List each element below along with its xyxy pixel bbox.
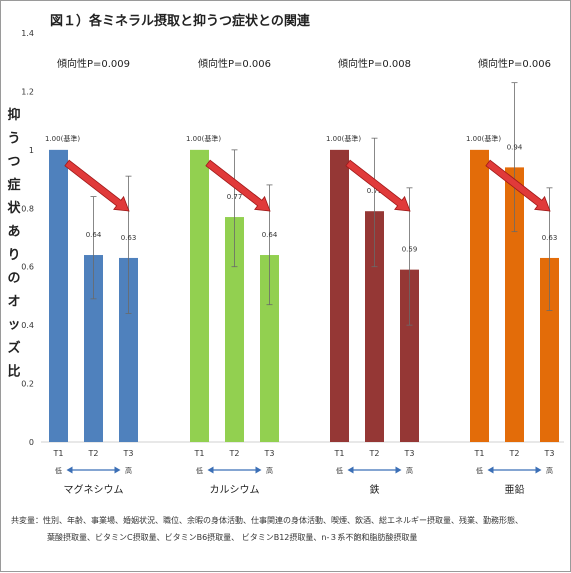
data-label: 0.63 — [542, 234, 558, 242]
y-axis-label-char: 症 — [7, 177, 20, 193]
data-label: 1.00(基準) — [186, 134, 221, 143]
y-axis-label-char: 抑 — [7, 107, 20, 123]
y-tick-label: 0.2 — [21, 380, 34, 389]
bar — [190, 149, 209, 442]
trend-arrow — [345, 159, 411, 212]
range-arrow-left-head — [487, 466, 494, 474]
y-tick-label: 1.2 — [21, 87, 34, 96]
range-arrow-left-head — [207, 466, 214, 474]
bar — [225, 217, 244, 442]
y-axis-label-char: 比 — [7, 363, 20, 379]
group-name: カルシウム — [210, 484, 260, 496]
category-label: T3 — [404, 449, 415, 458]
y-tick-label: 0 — [29, 438, 34, 447]
bar — [49, 149, 68, 442]
bar — [260, 255, 279, 442]
data-label: 0.64 — [262, 231, 278, 239]
data-label: 0.63 — [121, 234, 137, 242]
category-label: T2 — [229, 449, 240, 458]
footnote-line-2: 葉酸摂取量、ビタミンC摂取量、ビタミンB6摂取量、 ビタミンB12摂取量、n-３… — [47, 532, 417, 542]
bar — [84, 255, 103, 442]
trend-label: 傾向性P=0.009 — [57, 57, 130, 70]
bar — [330, 149, 349, 442]
trend-arrow — [64, 159, 130, 212]
y-axis-label-char: ッ — [7, 318, 20, 333]
y-axis-label-char: う — [7, 131, 20, 146]
bar — [365, 211, 384, 442]
data-label: 1.00(基準) — [466, 134, 501, 143]
high-label: 高 — [406, 466, 413, 475]
range-arrow-left-head — [66, 466, 73, 474]
low-label: 低 — [476, 466, 483, 475]
data-label: 0.64 — [86, 231, 102, 239]
high-label: 高 — [125, 466, 132, 475]
y-tick-label: 1.4 — [21, 29, 34, 38]
bar — [119, 257, 138, 442]
bar — [540, 257, 559, 442]
group-name: 亜鉛 — [505, 483, 525, 496]
category-label: T1 — [334, 449, 345, 458]
high-label: 高 — [546, 466, 553, 475]
data-label: 0.79 — [367, 187, 383, 195]
y-tick-label: 0.6 — [21, 263, 34, 272]
category-label: T3 — [123, 449, 134, 458]
trend-label: 傾向性P=0.006 — [198, 57, 271, 70]
range-arrow-left-head — [347, 466, 354, 474]
low-label: 低 — [55, 466, 62, 475]
data-label: 0.94 — [507, 143, 523, 151]
category-label: T3 — [544, 449, 555, 458]
low-label: 低 — [196, 466, 203, 475]
category-label: T2 — [509, 449, 520, 458]
data-label: 0.77 — [227, 193, 243, 201]
y-axis-label-char: 状 — [7, 200, 21, 216]
category-label: T2 — [369, 449, 380, 458]
range-arrow-right-head — [255, 466, 262, 474]
category-label: T2 — [88, 449, 99, 458]
trend-arrow — [485, 159, 551, 212]
category-label: T1 — [474, 449, 485, 458]
group-name: 鉄 — [370, 483, 380, 496]
data-label: 1.00(基準) — [45, 134, 80, 143]
category-label: T3 — [264, 449, 275, 458]
group-3: 傾向性P=0.008 1.00(基準) T1 0.79 T2 0.59 T3 低 高鉄 — [326, 57, 419, 496]
footnote-line-1: 共変量：性別、年齢、事業場、婚姻状況、職位、余暇の身体活動、仕事関連の身体活動、… — [11, 515, 523, 525]
chart-title: 図１）各ミネラル摂取と抑うつ症状との関連 — [50, 13, 311, 29]
low-label: 低 — [336, 466, 343, 475]
y-axis-label-char: り — [7, 248, 20, 263]
trend-label: 傾向性P=0.008 — [338, 57, 411, 70]
y-tick-label: 1 — [29, 146, 34, 155]
y-axis-label-char: の — [7, 271, 20, 286]
data-label: 0.59 — [402, 246, 418, 254]
category-label: T1 — [53, 449, 64, 458]
trend-arrow — [205, 159, 271, 212]
range-arrow-right-head — [114, 466, 121, 474]
y-axis-ticks: 0 0.2 0.4 0.6 0.8 1 1.2 1.4 — [21, 29, 34, 447]
bar — [400, 269, 419, 442]
y-tick-label: 0.8 — [21, 204, 34, 213]
data-label: 1.00(基準) — [326, 134, 361, 143]
high-label: 高 — [266, 466, 273, 475]
category-label: T1 — [194, 449, 205, 458]
y-axis-label-char: ズ — [7, 340, 20, 356]
group-name: マグネシウム — [64, 483, 124, 496]
y-axis-label-char: オ — [7, 294, 20, 309]
bar — [470, 149, 489, 442]
trend-label: 傾向性P=0.006 — [478, 57, 551, 70]
y-tick-label: 0.4 — [21, 321, 34, 330]
y-axis-label-char: つ — [7, 155, 20, 170]
range-arrow-right-head — [535, 466, 542, 474]
y-axis-label-char: あ — [7, 225, 20, 240]
range-arrow-right-head — [395, 466, 402, 474]
group-4: 傾向性P=0.006 1.00(基準) T1 0.94 T2 0.63 T3 低 高亜鉛 — [466, 57, 559, 496]
bar — [505, 167, 524, 442]
